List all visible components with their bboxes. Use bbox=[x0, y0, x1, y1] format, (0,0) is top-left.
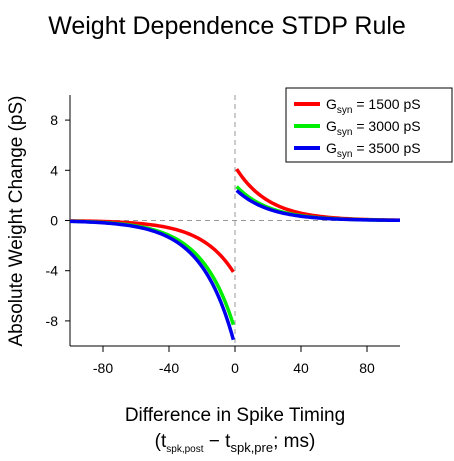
y-tick-label: -8 bbox=[46, 313, 59, 329]
series-line-post bbox=[235, 168, 401, 222]
y-axis-label: Absolute Weight Change (pS) bbox=[6, 95, 27, 346]
legend-entry: Gsyn = 3000 pS bbox=[326, 118, 421, 138]
y-tick-label: 8 bbox=[50, 112, 58, 128]
x-tick-label: -40 bbox=[159, 360, 179, 376]
series-line-post bbox=[235, 189, 401, 223]
y-tick-label: 4 bbox=[50, 162, 58, 178]
x-tick-label: 0 bbox=[231, 360, 239, 376]
x-tick-label: -80 bbox=[93, 360, 113, 376]
legend-entry: Gsyn = 3500 pS bbox=[326, 140, 421, 160]
series-line-pre bbox=[69, 219, 236, 326]
chart-title: Weight Dependence STDP Rule bbox=[48, 12, 406, 40]
y-tick-label: -4 bbox=[46, 263, 59, 279]
y-tick-label: 0 bbox=[50, 213, 58, 229]
series-line-pre bbox=[69, 219, 236, 341]
x-axis-label-units: (tspk,post − tspk,pre; ms) bbox=[155, 431, 316, 455]
x-tick-label: 40 bbox=[293, 360, 309, 376]
legend-entry: Gsyn = 1500 pS bbox=[326, 96, 421, 116]
x-tick-label: 80 bbox=[359, 360, 375, 376]
x-axis-label: Difference in Spike Timing bbox=[125, 405, 345, 426]
